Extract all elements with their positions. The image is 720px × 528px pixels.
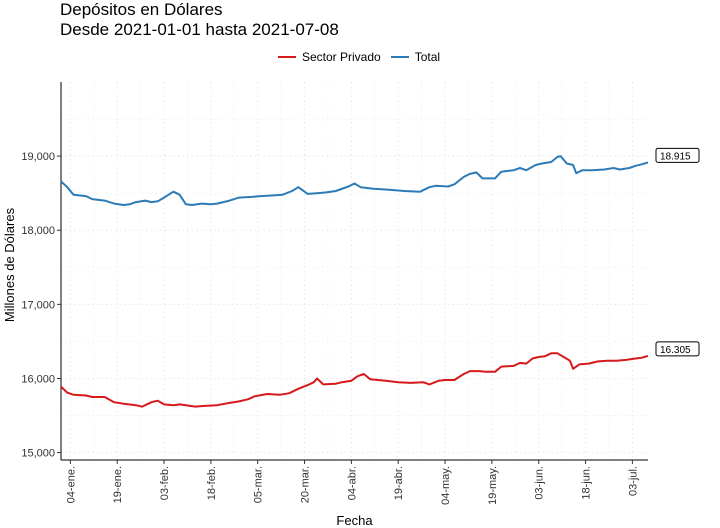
x-axis-title: Fecha bbox=[336, 513, 373, 528]
x-tick-label: 04-may. bbox=[440, 466, 452, 505]
end-label-value: 16.305 bbox=[660, 345, 691, 356]
legend-label-total: Total bbox=[414, 50, 441, 64]
x-tick-label: 03-jun. bbox=[534, 466, 546, 500]
end-label-frame bbox=[655, 341, 700, 357]
x-tick-label: 04-abr. bbox=[346, 466, 358, 500]
y-tick-label: 15,000 bbox=[21, 448, 55, 460]
y-tick-label: 16,000 bbox=[21, 373, 55, 385]
x-tick-label: 20-mar. bbox=[300, 466, 312, 503]
x-tick-label: 19-ene. bbox=[112, 466, 124, 503]
legend-label-sector-privado: Sector Privado bbox=[302, 50, 381, 64]
x-tick-label: 19-may. bbox=[487, 466, 499, 505]
y-axis-title: Millones de Dólares bbox=[2, 207, 17, 322]
chart-subtitle: Desde 2021-01-01 hasta 2021-07-08 bbox=[60, 20, 339, 39]
end-label-box: 16.305 bbox=[655, 341, 700, 357]
series-lines bbox=[60, 155, 649, 408]
legend-swatch-sector-privado bbox=[278, 56, 296, 58]
y-tick-label: 19,000 bbox=[21, 151, 55, 163]
chart-legend: Sector Privado Total bbox=[278, 50, 450, 64]
x-tick-label: 18-jun. bbox=[581, 466, 593, 500]
x-tick-label: 04-ene. bbox=[65, 466, 77, 503]
end-labels: 16.305 18.915 bbox=[655, 147, 700, 357]
end-label-frame bbox=[655, 147, 700, 163]
legend-item-total: Total bbox=[390, 50, 441, 64]
legend-swatch-total bbox=[390, 56, 409, 58]
x-tick-label: 19-abr. bbox=[393, 466, 405, 500]
end-label-box: 18.915 bbox=[655, 147, 700, 163]
chart-axes: 15,000 16,000 17,000 18,000 19,000 04-ene. 19-… bbox=[21, 82, 648, 505]
series-line-sector-privado bbox=[60, 352, 649, 408]
y-tick-label: 18,000 bbox=[21, 225, 55, 237]
x-tick-label: 03-jul. bbox=[627, 466, 639, 496]
end-label-value: 18.915 bbox=[660, 151, 691, 162]
x-tick-label: 18-feb. bbox=[206, 466, 218, 500]
x-tick-label: 03-feb. bbox=[159, 466, 171, 500]
series-line-total bbox=[60, 155, 649, 206]
grid-lines bbox=[61, 82, 648, 460]
legend-item-sector-privado: Sector Privado bbox=[278, 50, 381, 64]
chart-title: Depósitos en Dólares bbox=[60, 0, 223, 19]
y-tick-label: 17,000 bbox=[21, 299, 55, 311]
x-tick-label: 05-mar. bbox=[253, 466, 265, 503]
